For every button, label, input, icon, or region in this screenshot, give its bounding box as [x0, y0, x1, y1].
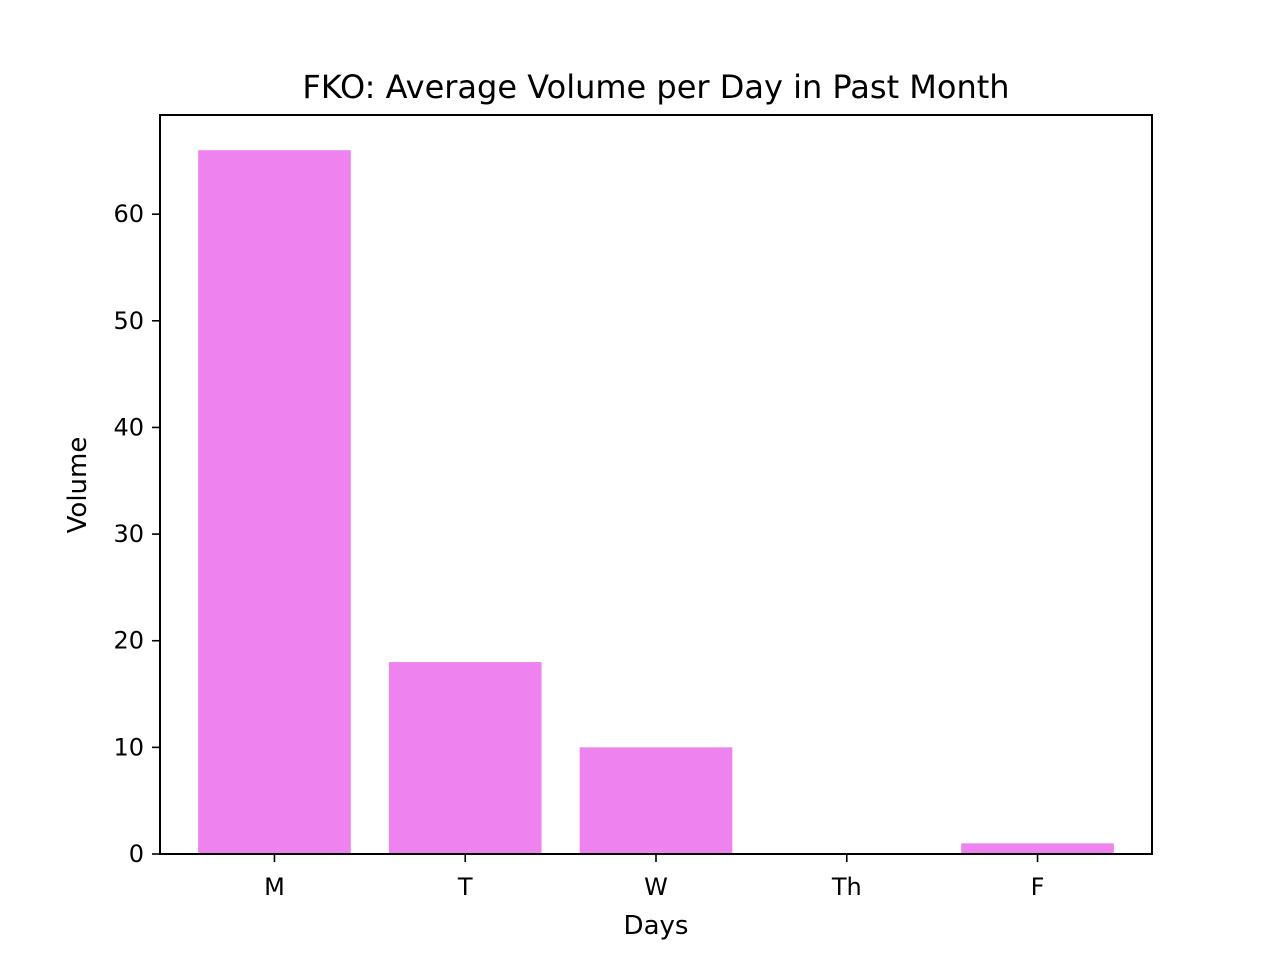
- bar-m: [198, 150, 351, 854]
- x-tick-label: W: [644, 873, 668, 901]
- y-axis: 0 10 20 30 40 50 60: [113, 200, 160, 868]
- bar-f: [961, 843, 1114, 854]
- x-tick-label: Th: [831, 873, 862, 901]
- x-tick-label: M: [264, 873, 285, 901]
- y-tick-label: 20: [113, 627, 144, 655]
- y-axis-label: Volume: [63, 437, 93, 534]
- x-tick-label: T: [457, 873, 473, 901]
- x-axis-label: Days: [624, 911, 689, 941]
- y-tick-label: 50: [113, 307, 144, 335]
- y-tick-label: 10: [113, 733, 144, 761]
- y-tick-label: 60: [113, 200, 144, 228]
- y-tick-label: 30: [113, 520, 144, 548]
- bar-t: [388, 662, 542, 854]
- y-tick-label: 0: [129, 840, 144, 868]
- chart-title: FKO: Average Volume per Day in Past Mont…: [302, 68, 1009, 106]
- x-axis: M T W Th F: [264, 854, 1044, 901]
- x-tick-label: F: [1031, 873, 1045, 901]
- y-tick-label: 40: [113, 413, 144, 441]
- bar-w: [579, 747, 733, 854]
- bars-group: [198, 150, 1114, 854]
